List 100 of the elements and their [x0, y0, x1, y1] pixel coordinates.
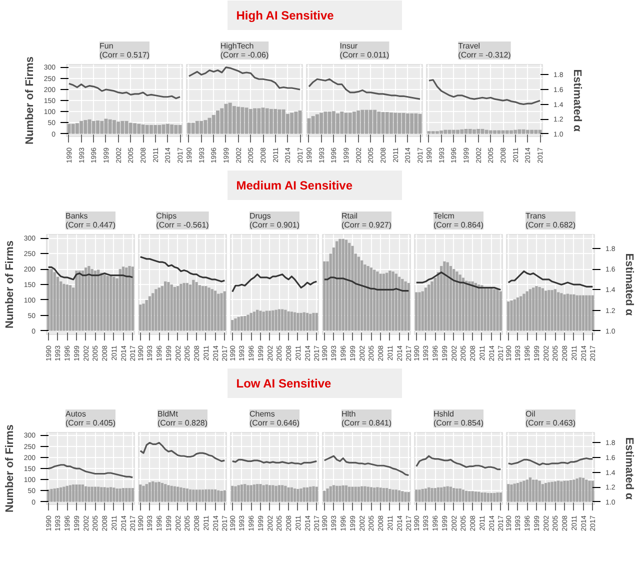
bar: [402, 112, 406, 134]
bar: [296, 312, 300, 331]
bar: [344, 240, 348, 331]
bar: [112, 276, 116, 331]
bar: [66, 284, 68, 331]
bar: [563, 480, 566, 502]
bar: [424, 288, 428, 331]
bar: [261, 108, 265, 134]
bar: [240, 107, 244, 134]
y-axis-title: Number of Firms: [4, 240, 16, 329]
bar: [407, 282, 410, 331]
bar: [407, 492, 410, 502]
bar: [250, 312, 252, 331]
bar: [158, 482, 160, 502]
bar: [94, 270, 97, 331]
bar: [92, 120, 96, 134]
bar: [167, 282, 170, 331]
bar: [192, 490, 195, 502]
bar: [109, 276, 112, 331]
bar: [532, 288, 535, 331]
bar: [188, 489, 192, 502]
bar: [100, 120, 104, 134]
bar: [84, 268, 88, 331]
bar: [541, 484, 544, 502]
bar: [388, 488, 392, 502]
bar: [406, 113, 410, 134]
bar: [106, 276, 109, 331]
bar: [170, 486, 173, 502]
chart-title: Insur (Corr = 0.011): [340, 42, 390, 60]
bar: [298, 110, 302, 134]
chart-title: Banks (Corr = 0.447): [65, 212, 116, 230]
bar: [174, 124, 178, 134]
bar: [120, 120, 124, 134]
bar: [187, 122, 191, 134]
bar: [191, 122, 195, 134]
bar: [436, 487, 440, 502]
bar: [356, 110, 360, 134]
bar: [198, 285, 201, 331]
bar: [342, 238, 344, 331]
bar: [154, 482, 158, 502]
bar: [507, 484, 510, 502]
bar: [493, 492, 496, 502]
bar: [104, 118, 108, 134]
bar: [328, 112, 332, 134]
bar: [192, 280, 195, 331]
bar: [248, 108, 252, 134]
bar: [394, 274, 398, 331]
chart-title: Fun (Corr = 0.517): [99, 42, 150, 60]
bar: [370, 487, 373, 502]
bar: [372, 270, 376, 331]
bar: [591, 480, 594, 502]
bar: [237, 316, 240, 331]
bar: [526, 291, 528, 331]
bar: [180, 487, 182, 502]
bar: [382, 488, 385, 502]
bar: [68, 285, 72, 331]
bar: [428, 284, 430, 331]
bar: [389, 112, 393, 134]
bar: [415, 292, 418, 331]
bar: [176, 286, 180, 331]
bar: [366, 266, 370, 331]
bar: [582, 295, 585, 331]
bar: [572, 294, 576, 331]
bar: [208, 288, 210, 331]
bar: [394, 490, 398, 502]
bar: [496, 289, 499, 331]
line-series: [508, 270, 594, 288]
bar: [566, 294, 569, 331]
bar: [388, 270, 392, 331]
bar: [302, 312, 306, 331]
bar: [484, 492, 486, 502]
bar: [244, 316, 246, 331]
chart-title: HighTech (Corr = -0.06): [220, 42, 269, 60]
bar: [554, 481, 557, 502]
bar: [486, 492, 490, 502]
bar: [338, 238, 342, 331]
bar: [566, 480, 569, 502]
bar: [100, 272, 103, 331]
chart-title: Hshld (Corr = 0.854): [433, 410, 484, 428]
bar: [532, 480, 535, 502]
text: Medium AI Sensitive: [236, 178, 353, 192]
bar: [78, 270, 81, 331]
bar: [421, 291, 424, 331]
bar: [538, 480, 541, 502]
bar: [364, 110, 368, 134]
bar: [560, 481, 563, 502]
bar: [421, 488, 424, 502]
bar: [360, 486, 364, 502]
bar: [477, 492, 480, 502]
bar: [53, 272, 56, 331]
bar: [307, 118, 311, 134]
bar: [142, 486, 145, 502]
bar: [278, 309, 281, 331]
bar: [198, 490, 201, 502]
bar: [306, 312, 309, 331]
bar: [576, 295, 578, 331]
bar: [520, 296, 522, 331]
bar: [344, 112, 348, 134]
bar: [210, 289, 214, 331]
bar: [446, 486, 449, 502]
